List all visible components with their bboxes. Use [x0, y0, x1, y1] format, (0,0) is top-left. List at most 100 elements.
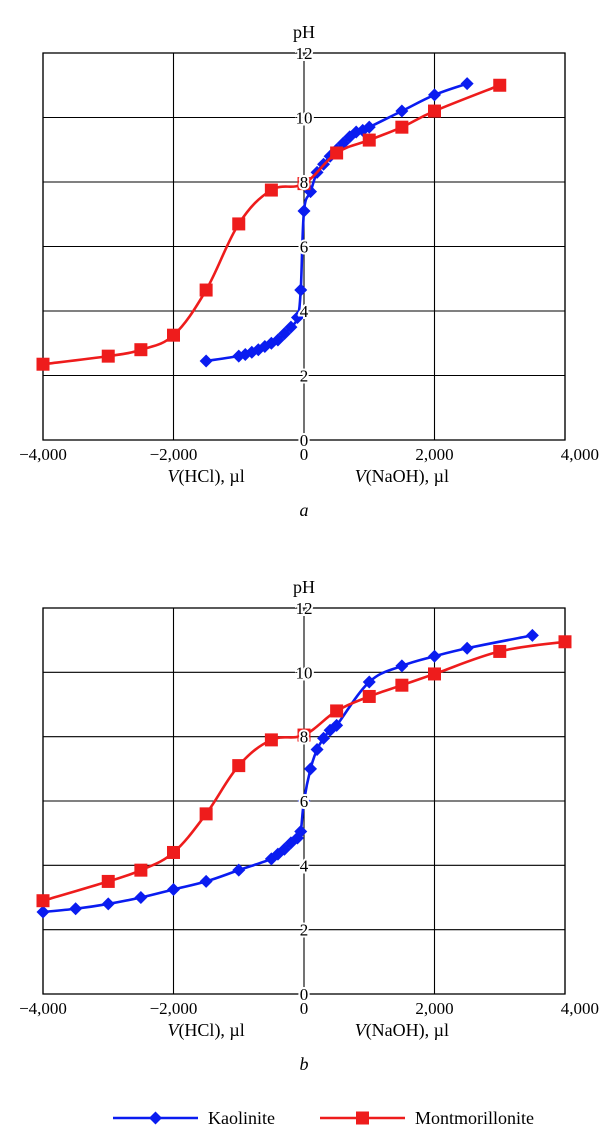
y-axis-label: pH [293, 577, 315, 597]
axis-unit: (HCl), µl [178, 1020, 244, 1041]
y-tick-label: 4 [300, 856, 309, 875]
y-tick-label: 8 [300, 173, 309, 192]
data-point [167, 882, 180, 896]
y-tick-label: 4 [300, 302, 309, 321]
legend-marker [149, 1111, 162, 1125]
data-point [199, 283, 213, 297]
y-tick-label: 12 [296, 599, 313, 618]
y-tick-label: 2 [300, 921, 309, 940]
data-point [395, 104, 409, 118]
data-point [101, 897, 115, 911]
data-point [36, 894, 50, 908]
data-point [460, 77, 474, 91]
data-point [428, 649, 441, 663]
data-point [428, 104, 441, 118]
y-tick-label: 6 [300, 792, 309, 811]
y-tick-labels: 0 2 4 6 8 10 12 [294, 597, 315, 1006]
data-point [264, 183, 278, 197]
data-point [330, 704, 344, 718]
y-tick-label: 6 [300, 238, 309, 257]
series-montmorillonite [36, 78, 507, 371]
data-point [199, 874, 213, 888]
y-tick-label: 8 [300, 728, 309, 747]
data-point [232, 863, 246, 877]
data-point [69, 902, 83, 916]
y-tick-label: 0 [300, 431, 309, 450]
legend: Kaolinite Montmorillonite [113, 1108, 534, 1128]
x-tick-label: 0 [300, 999, 309, 1018]
data-point [525, 628, 539, 642]
data-point [101, 349, 115, 363]
y-tick-label: 10 [296, 109, 313, 128]
data-point [232, 217, 246, 231]
data-point [304, 762, 318, 776]
data-point [362, 120, 376, 134]
data-point [330, 718, 344, 732]
data-point [167, 328, 180, 342]
axis-unit: (NaOH), µl [366, 1020, 449, 1041]
data-point [297, 794, 311, 808]
data-point [199, 807, 213, 821]
x-axis-label-left: V(HCl), µl [167, 1020, 244, 1041]
x-tick-label: 2,000 [415, 999, 453, 1018]
y-tick-label: 0 [300, 985, 309, 1004]
data-point [493, 644, 507, 658]
y-axis-label: pH [293, 22, 315, 42]
data-point [362, 689, 376, 703]
axis-variable: V [167, 466, 180, 486]
data-point [134, 891, 148, 904]
panel-label: b [300, 1054, 309, 1074]
data-point [294, 825, 308, 839]
data-point [232, 759, 246, 773]
axis-variable: V [355, 1020, 368, 1040]
data-point [294, 283, 308, 297]
data-point [36, 357, 50, 371]
y-tick-label: 10 [296, 663, 313, 682]
data-point [493, 78, 507, 92]
data-point [134, 863, 148, 877]
x-tick-label: 4,000 [561, 999, 599, 1018]
series-montmorillonite [36, 635, 572, 908]
data-point [199, 354, 213, 368]
data-point [297, 204, 311, 218]
gridlines [42, 52, 566, 441]
x-axis-label-right: V(NaOH), µl [355, 1020, 449, 1041]
data-point [284, 320, 298, 334]
data-point [317, 731, 331, 745]
y-tick-label: 12 [296, 44, 313, 63]
data-point [330, 146, 344, 160]
legend-label: Montmorillonite [415, 1108, 534, 1128]
data-point [460, 641, 474, 655]
x-tick-label: 2,000 [415, 445, 453, 464]
data-point [310, 743, 324, 757]
x-tick-label: −4,000 [19, 445, 67, 464]
y-tick-label: 2 [300, 367, 309, 386]
axis-variable: V [167, 1020, 180, 1040]
axis-variable: V [355, 466, 368, 486]
x-tick-label: −4,000 [19, 999, 67, 1018]
data-point [167, 845, 180, 859]
data-point [290, 310, 304, 324]
data-point [362, 133, 376, 147]
x-tick-label: −2,000 [150, 999, 198, 1018]
data-point [428, 667, 441, 681]
legend-item-kaolinite: Kaolinite [113, 1108, 275, 1128]
data-point [264, 733, 278, 747]
legend-marker [356, 1111, 369, 1125]
data-point [395, 678, 409, 692]
data-point [428, 88, 441, 102]
x-tick-label: −2,000 [150, 445, 198, 464]
legend-item-montmorillonite: Montmorillonite [320, 1108, 534, 1128]
x-tick-label: 4,000 [561, 445, 599, 464]
data-point [101, 874, 115, 888]
data-point [297, 177, 311, 191]
data-point [558, 635, 572, 649]
series-kaolinite [36, 628, 539, 919]
x-axis-label-left: V(HCl), µl [167, 466, 244, 487]
data-point [395, 659, 409, 673]
panel-label: a [300, 500, 309, 520]
x-tick-labels: −4,000 −2,000 0 2,000 4,000 [19, 999, 599, 1018]
x-tick-label: 0 [300, 445, 309, 464]
x-tick-labels: −4,000 −2,000 0 2,000 4,000 [19, 445, 599, 464]
